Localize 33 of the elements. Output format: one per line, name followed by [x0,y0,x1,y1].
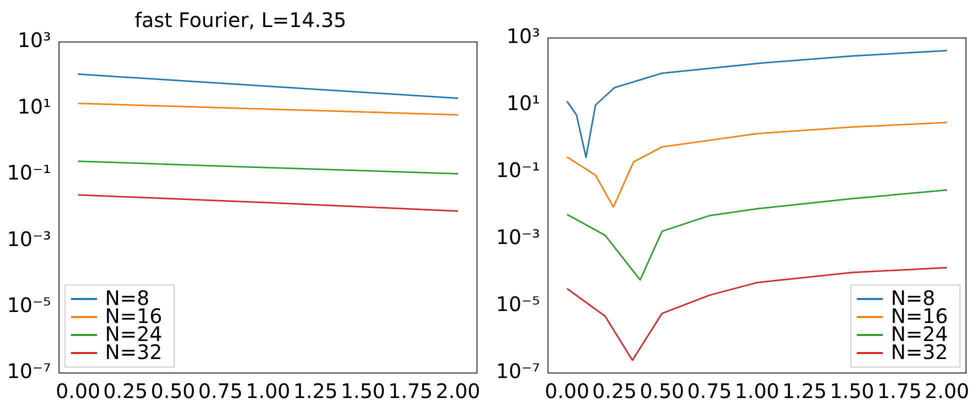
y-tick-label: 10⁻³ [6,226,52,251]
x-tick-label: 1.75 [877,379,922,404]
y-tick-label: 10⁻⁷ [496,359,540,384]
x-tick-label: 1.00 [734,379,780,404]
x-tick-label: 0.75 [687,379,732,404]
x-tick-label: 0.00 [544,379,590,404]
x-tick-label: 1.25 [782,379,827,404]
y-tick-label: 10¹ [18,94,52,118]
y-tick-label: 10⁻⁵ [496,292,540,316]
x-tick-label: 0.50 [150,379,196,404]
x-tick-label: 1.25 [293,379,338,404]
y-tick-label: 10⁻¹ [496,158,540,182]
x-tick-label: 1.50 [830,379,874,404]
x-tick-label: 2.00 [924,379,970,404]
x-tick-label: 0.75 [198,379,243,404]
x-tick-label: 0.50 [640,379,684,404]
y-tick-label: 10⁻⁷ [6,359,52,384]
y-tick-label: 10¹ [506,91,540,116]
y-tick-label: 10⁻³ [496,225,540,250]
x-tick-label: 2.00 [436,379,480,404]
chart-title: fast Fourier, L=14.35 [134,8,346,32]
legend-label: N=32 [105,340,162,364]
y-tick-label: 10⁻⁵ [6,293,52,318]
x-tick-label: 0.25 [592,379,637,404]
y-tick-label: 10³ [506,24,540,48]
x-tick-label: 0.00 [56,379,100,404]
y-tick-label: 10⁻¹ [6,160,52,185]
x-tick-label: 1.75 [388,379,433,404]
x-tick-label: 0.25 [103,379,148,404]
y-tick-label: 10³ [18,28,52,52]
x-tick-label: 1.00 [246,379,290,404]
x-tick-label: 1.50 [340,379,386,404]
legend-label: N=32 [890,340,948,364]
